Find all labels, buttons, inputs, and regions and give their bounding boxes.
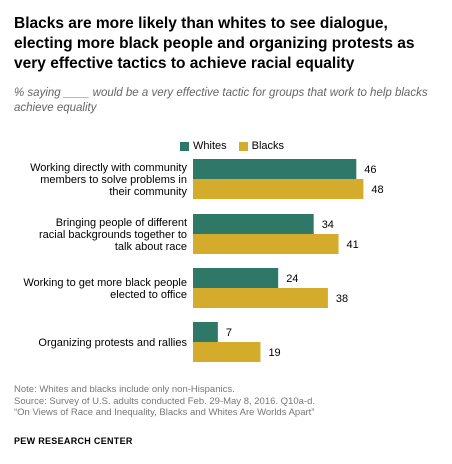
category-label: their community	[109, 186, 187, 198]
category-label: Bringing people of different	[56, 217, 187, 229]
bar-value-label: 19	[268, 347, 280, 359]
category-label: Working to get more black people	[23, 277, 187, 289]
bar-blacks	[193, 342, 261, 362]
bar-value-label: 34	[322, 219, 334, 231]
bar-whites	[193, 268, 279, 288]
bar-value-label: 38	[336, 293, 348, 305]
bar-blacks	[193, 234, 339, 254]
legend-swatch-whites	[180, 141, 189, 151]
category-label: racial backgrounds together to	[39, 229, 187, 241]
note-line: Note: Whites and blacks include only non…	[14, 384, 235, 395]
category-label: elected to office	[110, 289, 187, 301]
bar-value-label: 41	[347, 239, 359, 251]
chart-subtitle: % saying ____ would be a very effective …	[14, 87, 428, 114]
report-title-line: “On Views of Race and Inequality, Blacks…	[14, 407, 315, 418]
category-label: Working directly with community	[30, 162, 187, 174]
bar-whites	[193, 322, 218, 342]
bar-value-label: 7	[226, 327, 232, 339]
source-line: Source: Survey of U.S. adults conducted …	[14, 395, 315, 407]
legend-item-whites: Whites	[180, 140, 227, 152]
legend-label-whites: Whites	[193, 140, 227, 152]
bar-blacks	[193, 179, 364, 199]
legend-label-blacks: Blacks	[251, 140, 285, 152]
notes: Note: Whites and blacks include only non…	[14, 384, 444, 419]
chart-title: Blacks are more likely than whites to se…	[14, 15, 415, 72]
category-label: Organizing protests and rallies	[38, 337, 187, 349]
bar-whites	[193, 159, 357, 179]
bar-value-label: 46	[364, 164, 376, 176]
legend-item-blacks: Blacks	[238, 140, 285, 152]
bar-blacks	[193, 288, 328, 308]
legend: Whites Blacks	[180, 140, 296, 152]
bar-value-label: 24	[286, 273, 298, 285]
category-label: talk about race	[115, 241, 187, 253]
category-label: members to solve problems in	[40, 174, 187, 186]
org-name: PEW RESEARCH CENTER	[14, 436, 133, 446]
bar-whites	[193, 214, 314, 234]
legend-swatch-blacks	[238, 141, 248, 151]
bar-value-label: 48	[371, 184, 383, 196]
